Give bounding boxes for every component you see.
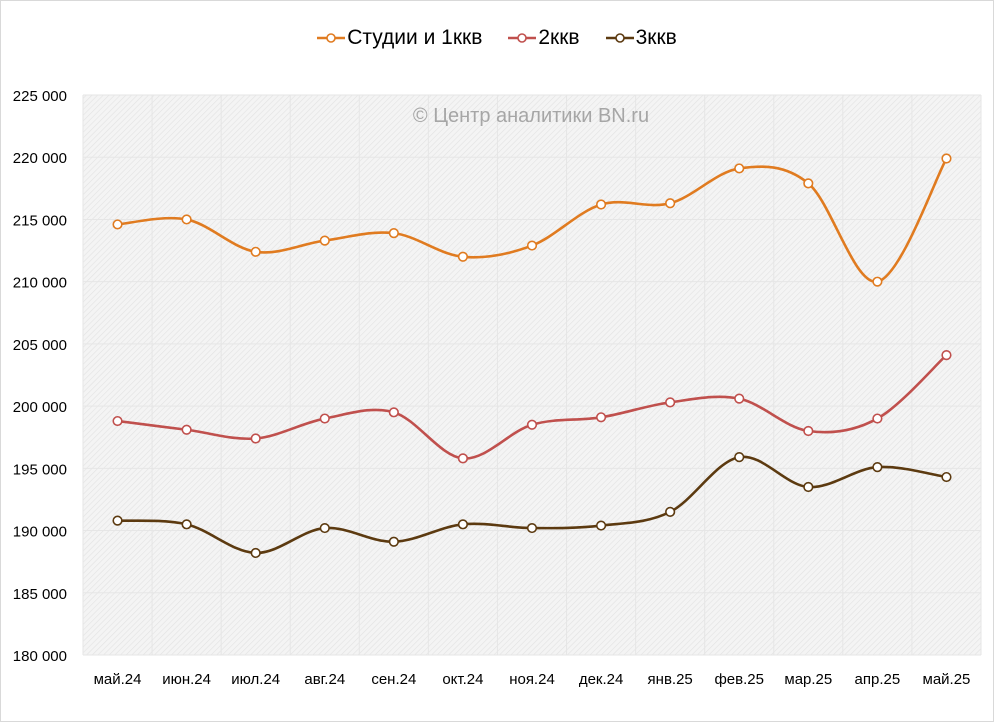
data-point[interactable] (872, 413, 883, 424)
x-tick-label: май.25 (923, 671, 971, 688)
data-point[interactable] (872, 276, 883, 287)
x-tick-label: июн.24 (162, 671, 211, 688)
series-3 (112, 452, 952, 559)
data-point[interactable] (457, 453, 469, 464)
x-tick-label: окт.24 (442, 671, 483, 688)
series (112, 153, 952, 559)
y-tick-label: 210 000 (13, 275, 67, 292)
y-tick-label: 215 000 (13, 212, 67, 229)
plot-area (83, 95, 981, 655)
data-point[interactable] (595, 199, 607, 210)
data-point[interactable] (734, 163, 745, 174)
series-2 (112, 349, 952, 464)
data-point[interactable] (319, 235, 330, 246)
data-point[interactable] (734, 393, 745, 404)
legend-marker-icon (317, 33, 346, 43)
data-point[interactable] (665, 397, 676, 408)
y-axis: 180 000 185 000 190 000 195 000 200 000 205 0… (13, 88, 67, 665)
x-tick-label: ноя.24 (509, 671, 555, 688)
y-tick-label: 190 000 (13, 524, 67, 541)
data-point[interactable] (941, 153, 952, 164)
data-point[interactable] (526, 522, 538, 534)
data-point[interactable] (112, 219, 123, 230)
x-tick-label: май.24 (94, 671, 142, 688)
data-point[interactable] (941, 349, 952, 361)
legend-marker-icon (508, 33, 537, 43)
y-tick-label: 200 000 (13, 399, 67, 416)
data-point[interactable] (388, 228, 399, 239)
data-point[interactable] (457, 519, 469, 530)
data-point[interactable] (457, 251, 469, 262)
data-point[interactable] (388, 536, 399, 547)
legend-item-3room[interactable]: 3ккв (605, 26, 677, 50)
x-tick-label: сен.24 (371, 671, 416, 688)
legend-circle (614, 33, 625, 43)
data-point[interactable] (181, 214, 192, 225)
legend-label: 3ккв (635, 26, 677, 49)
x-tick-label: янв.25 (648, 671, 693, 688)
data-point[interactable] (112, 515, 123, 526)
x-tick-label: апр.25 (855, 671, 901, 688)
x-tick-label: мар.25 (784, 671, 832, 688)
legend: Студии и 1ккв 2ккв 3ккв (0, 26, 994, 50)
data-point[interactable] (665, 506, 676, 517)
y-tick-label: 195 000 (13, 461, 67, 478)
data-point[interactable] (803, 481, 814, 493)
x-axis: май.24 июн.24 июл.24 авг.24 сен.24 окт.24 ноя.… (94, 671, 971, 688)
data-point[interactable] (181, 519, 192, 530)
data-point[interactable] (181, 424, 192, 435)
series-1 (112, 153, 952, 287)
legend-item-2room[interactable]: 2ккв (508, 26, 580, 50)
legend-label: 2ккв (538, 26, 580, 49)
legend-marker-icon (605, 33, 634, 43)
legend-circle (326, 33, 337, 43)
watermark: © Центр аналитики BN.ru (413, 105, 649, 127)
y-tick-label: 180 000 (13, 648, 67, 665)
data-point[interactable] (665, 198, 676, 209)
legend-circle (517, 33, 528, 43)
y-tick-label: 205 000 (13, 337, 67, 354)
data-point[interactable] (526, 419, 538, 430)
data-point[interactable] (803, 425, 814, 437)
data-point[interactable] (112, 415, 123, 427)
y-tick-label: 185 000 (13, 586, 67, 603)
legend-item-studio-1room[interactable]: Студии и 1ккв (317, 26, 482, 50)
data-point[interactable] (595, 412, 607, 423)
legend-label: Студии и 1ккв (347, 26, 483, 49)
y-tick-label: 220 000 (13, 150, 67, 167)
data-point[interactable] (388, 407, 399, 418)
data-point[interactable] (319, 413, 330, 424)
x-tick-label: дек.24 (579, 671, 624, 688)
data-point[interactable] (872, 461, 883, 473)
data-point[interactable] (526, 240, 538, 251)
data-point[interactable] (250, 547, 261, 559)
data-point[interactable] (734, 452, 745, 463)
data-point[interactable] (250, 246, 261, 257)
data-point[interactable] (319, 522, 330, 534)
data-point[interactable] (595, 520, 607, 531)
x-tick-label: июл.24 (231, 671, 280, 688)
data-point[interactable] (941, 471, 952, 483)
y-tick-label: 225 000 (13, 88, 67, 105)
data-point[interactable] (803, 178, 814, 189)
x-tick-label: фев.25 (714, 671, 764, 688)
x-tick-label: авг.24 (304, 671, 345, 688)
data-point[interactable] (250, 433, 261, 444)
